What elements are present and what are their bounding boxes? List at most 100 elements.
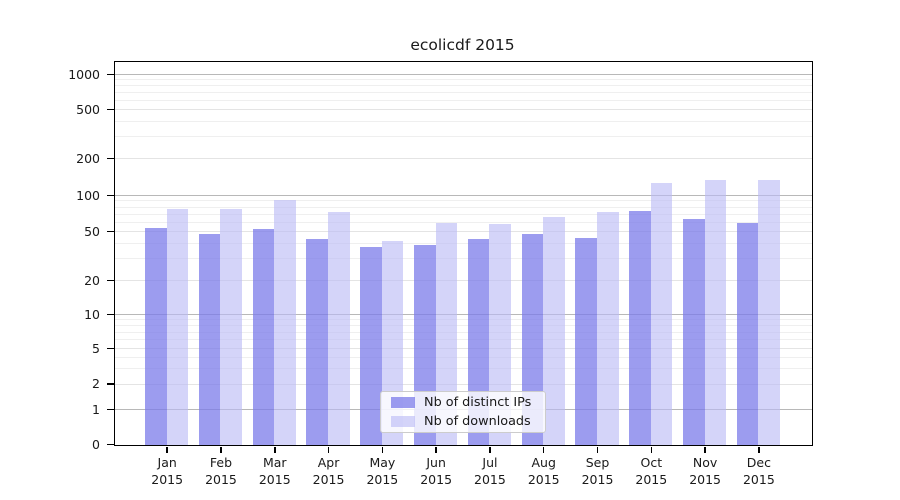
x-axis-tick	[381, 447, 384, 453]
y-axis-tick	[107, 194, 114, 196]
y-axis-tick	[107, 108, 114, 110]
y-axis-tick-label-50: 50	[84, 223, 100, 239]
gridline-minor	[115, 213, 812, 215]
gridline-100	[115, 195, 812, 196]
y-axis-tick	[107, 73, 114, 75]
x-axis-tick-label-aug: Aug 2015	[527, 455, 560, 487]
y-axis-tick	[107, 347, 114, 349]
bar-distinct-ips-may	[360, 246, 382, 445]
x-axis-tick	[166, 447, 168, 453]
gridline-minor	[115, 242, 812, 244]
gridline-minor	[115, 331, 812, 333]
bar-distinct-ips-mar	[252, 229, 275, 445]
x-axis-tick	[435, 447, 437, 453]
gridline-200	[115, 158, 812, 159]
x-axis-tick	[327, 447, 330, 453]
chart-title: ecolicdf 2015	[410, 36, 515, 54]
bar-downloads-jul	[489, 224, 512, 445]
legend-swatch-downloads	[391, 416, 415, 427]
bar-downloads-oct	[650, 183, 673, 445]
bar-downloads-nov	[704, 179, 727, 445]
x-axis-tick	[220, 447, 222, 453]
gridline-500	[115, 109, 812, 110]
gridline-2	[115, 383, 812, 385]
gridline-minor	[115, 258, 812, 260]
gridline-10	[115, 314, 812, 316]
legend: Nb of distinct IPs Nb of downloads	[380, 391, 546, 433]
x-axis-tick-label-feb: Feb 2015	[205, 455, 237, 487]
x-axis-tick	[274, 447, 276, 453]
x-axis-tick-label-dec: Dec 2015	[742, 455, 775, 487]
bar-distinct-ips-feb	[198, 234, 221, 445]
x-axis-tick-label-apr: Apr 2015	[312, 455, 345, 487]
legend-label-downloads: Nb of downloads	[424, 414, 531, 429]
bar-downloads-sep	[597, 211, 619, 445]
bar-downloads-dec	[758, 180, 780, 445]
y-axis-tick-label-2: 2	[92, 376, 100, 391]
gridline-minor	[115, 85, 812, 87]
bar-downloads-feb	[220, 208, 243, 445]
y-axis-tick-label-5: 5	[92, 340, 100, 356]
gridline-20	[115, 280, 812, 281]
y-axis-tick	[107, 157, 114, 159]
bar-distinct-ips-oct	[629, 210, 651, 445]
y-axis-tick-label-20: 20	[84, 272, 100, 288]
y-axis-tick-label-200: 200	[76, 150, 100, 166]
gridline-minor	[115, 79, 812, 81]
x-axis-tick	[542, 447, 545, 453]
bar-downloads-jan	[166, 208, 189, 445]
bar-downloads-mar	[274, 200, 296, 445]
bar-downloads-aug	[543, 216, 565, 445]
legend-swatch-distinct-ips	[391, 397, 415, 408]
gridline-minor	[115, 325, 812, 327]
gridline-minor	[115, 136, 812, 138]
gridline-5	[115, 348, 812, 349]
bar-distinct-ips-apr	[306, 238, 329, 445]
x-axis-tick	[650, 447, 653, 453]
plot-area: Nb of distinct IPs Nb of downloads	[114, 61, 813, 446]
y-axis-tick	[107, 279, 114, 281]
gridline-minor	[115, 120, 812, 122]
bar-distinct-ips-jan	[145, 228, 167, 445]
gridline-minor	[115, 221, 812, 223]
bar-distinct-ips-nov	[683, 219, 705, 445]
x-axis-tick-label-sep: Sep 2015	[581, 455, 614, 487]
y-axis-tick-label-500: 500	[76, 101, 100, 117]
x-axis-tick-label-nov: Nov 2015	[689, 455, 721, 487]
gridline-minor	[115, 319, 812, 321]
x-axis-tick	[489, 447, 491, 453]
x-axis-tick-label-jan: Jan 2015	[151, 455, 184, 487]
y-axis-tick-label-1: 1	[92, 401, 100, 417]
gridline-minor	[115, 339, 812, 341]
x-axis-tick-label-oct: Oct 2015	[635, 455, 668, 487]
gridline-minor	[115, 356, 812, 358]
y-axis-tick	[107, 230, 114, 232]
bar-downloads-apr	[328, 211, 350, 445]
gridline-50	[115, 231, 812, 232]
gridline-minor	[115, 200, 812, 202]
y-axis-tick	[107, 383, 114, 385]
gridline-minor	[115, 92, 812, 94]
bar-distinct-ips-sep	[575, 237, 597, 445]
y-axis-tick	[107, 408, 114, 410]
bar-downloads-jun	[435, 222, 458, 445]
x-axis-tick-label-mar: Mar 2015	[258, 455, 291, 487]
gridline-minor	[115, 99, 812, 101]
legend-row-distinct-ips: Nb of distinct IPs	[381, 395, 545, 411]
gridline-1000	[115, 74, 812, 75]
y-axis-tick-label-0: 0	[92, 436, 100, 452]
gridline-minor	[115, 206, 812, 208]
x-axis-tick-label-may: May 2015	[366, 455, 399, 487]
x-axis-tick-label-jul: Jul 2015	[474, 455, 506, 487]
x-axis-tick	[704, 447, 706, 453]
y-axis-tick-label-100: 100	[76, 187, 100, 203]
gridline-minor	[115, 367, 812, 369]
bar-distinct-ips-dec	[736, 222, 759, 445]
legend-label-distinct-ips: Nb of distinct IPs	[424, 395, 532, 410]
x-axis-tick-label-jun: Jun 2015	[420, 455, 453, 487]
y-axis-tick-label-10: 10	[84, 306, 100, 322]
y-axis-tick	[107, 443, 114, 445]
y-axis-tick	[107, 313, 114, 316]
x-axis-tick	[758, 447, 760, 453]
